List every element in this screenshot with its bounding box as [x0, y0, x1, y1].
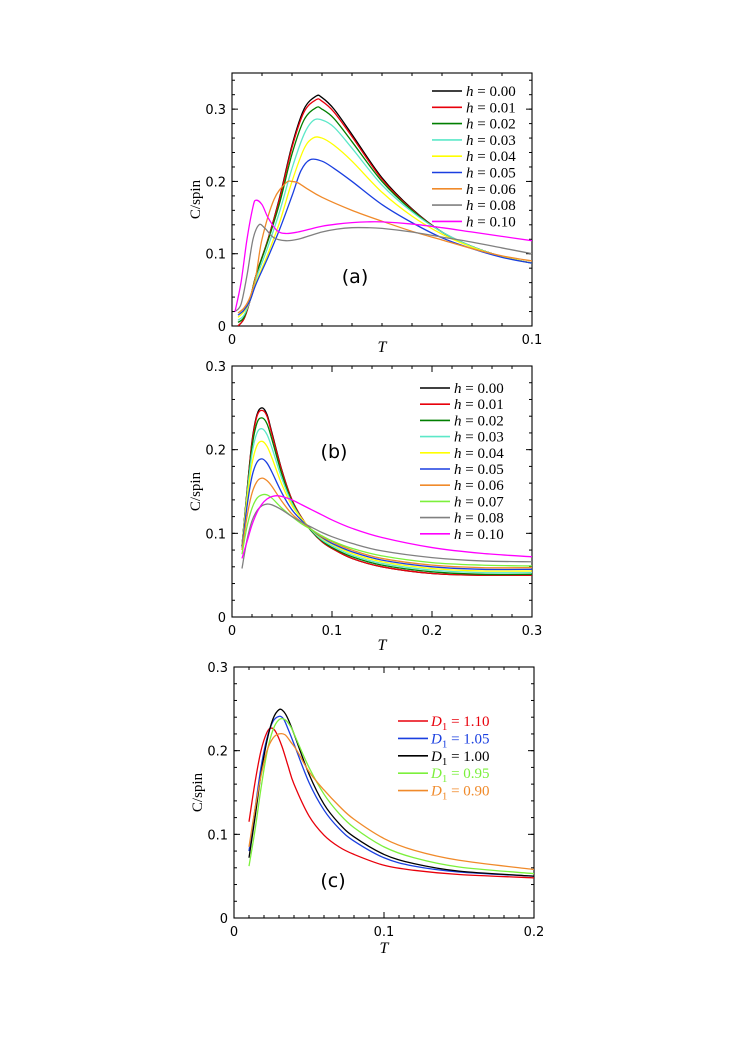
x-axis-label: T — [378, 637, 388, 654]
legend-entry: h = 0.00 — [454, 381, 504, 397]
legend-entry: h = 0.03 — [466, 133, 516, 149]
y-tick-label: 0.3 — [205, 103, 226, 118]
legend: h = 0.00h = 0.01h = 0.02h = 0.03h = 0.04… — [432, 84, 516, 230]
legend-entry: h = 0.01 — [454, 397, 504, 413]
x-axis-label: T — [380, 940, 390, 957]
x-tick-label: 0 — [228, 333, 236, 348]
legend-entry: h = 0.08 — [466, 198, 516, 214]
series-line-0.08 — [241, 503, 532, 569]
series-line-0.04 — [241, 440, 532, 572]
series-line-0.10 — [234, 199, 532, 312]
legend-entry: D1 = 0.95 — [430, 766, 490, 785]
x-tick-label: 0.1 — [322, 624, 343, 639]
series-lines — [248, 708, 534, 879]
y-tick-label: 0.3 — [205, 360, 226, 375]
chart-panel-b: 0 0.1 0.2 0.300.10.20.3TC/spin(b)h = 0.00h … — [188, 360, 542, 654]
x-tick-label: 0 — [228, 624, 236, 639]
legend-entry: h = 0.06 — [466, 182, 516, 198]
x-tick-label: 0.1 — [522, 333, 543, 348]
legend-entry: h = 0.02 — [466, 117, 516, 133]
legend-entry: D1 = 0.90 — [430, 784, 490, 803]
series-lines — [241, 407, 532, 576]
legend-entry: h = 0.04 — [466, 149, 516, 165]
y-tick-label: 0 — [218, 320, 226, 335]
legend-entry: h = 0.10 — [466, 214, 516, 230]
legend: h = 0.00h = 0.01h = 0.02h = 0.03h = 0.04… — [420, 381, 504, 543]
series-line-1.10 — [248, 727, 534, 879]
x-tick-label: 0 — [230, 925, 238, 940]
series-line-0.06 — [241, 477, 532, 569]
series-lines — [234, 94, 532, 326]
legend-entry: D1 = 1.10 — [430, 714, 490, 733]
legend-entry: h = 0.05 — [454, 462, 504, 478]
series-line-0.06 — [237, 180, 532, 314]
legend-entry: h = 0.06 — [454, 478, 504, 494]
legend-entry: h = 0.03 — [454, 430, 504, 446]
y-tick-label: 0 — [220, 912, 228, 927]
x-tick-label: 0.2 — [422, 624, 443, 639]
y-tick-label: 0.3 — [207, 661, 228, 676]
legend-entry: D1 = 1.00 — [430, 749, 490, 768]
y-tick-label: 0 — [218, 611, 226, 626]
series-line-1.05 — [248, 715, 534, 877]
legend-entry: h = 0.02 — [454, 413, 504, 429]
series-line-0.10 — [241, 495, 532, 559]
legend-entry: h = 0.07 — [454, 494, 504, 510]
legend-entry: h = 0.00 — [466, 84, 516, 100]
y-tick-label: 0.2 — [205, 444, 226, 459]
panel-label: (b) — [321, 441, 348, 463]
y-axis-label: C/spin — [190, 772, 206, 812]
y-tick-label: 0.1 — [205, 527, 226, 542]
y-tick-label: 0.2 — [207, 745, 228, 760]
y-axis-label: C/spin — [188, 179, 204, 219]
series-line-0.05 — [241, 458, 532, 571]
legend-entry: h = 0.08 — [454, 511, 504, 527]
legend-entry: h = 0.04 — [454, 446, 504, 462]
legend-entry: h = 0.01 — [466, 100, 516, 116]
series-line-0.05 — [237, 158, 532, 316]
series-line-0.95 — [248, 717, 534, 875]
y-tick-label: 0.1 — [205, 248, 226, 263]
legend-entry: h = 0.05 — [466, 166, 516, 182]
x-tick-label: 0.2 — [524, 925, 545, 940]
chart-panel-a: 0 0.1 0 0.1 0.2 0.3 T C/spin (a) h = 0.00h = 0.01… — [188, 72, 543, 356]
panel-label: (c) — [320, 870, 345, 892]
series-line-1.00 — [248, 708, 534, 877]
x-tick-label: 0.1 — [374, 925, 395, 940]
panel-label: (a) — [342, 266, 368, 288]
y-tick-label: 0.2 — [205, 175, 226, 190]
plot-frame — [231, 365, 533, 618]
x-axis-label: T — [378, 339, 388, 356]
y-axis-label: C/spin — [188, 471, 204, 511]
x-tick-label: 0.3 — [522, 624, 543, 639]
y-tick-label: 0.1 — [207, 828, 228, 843]
series-line-0.07 — [241, 493, 532, 567]
legend-entry: h = 0.10 — [454, 527, 504, 543]
legend-entry: D1 = 1.05 — [430, 731, 490, 750]
series-line-0.08 — [234, 223, 532, 313]
series-line-0.90 — [248, 732, 534, 871]
